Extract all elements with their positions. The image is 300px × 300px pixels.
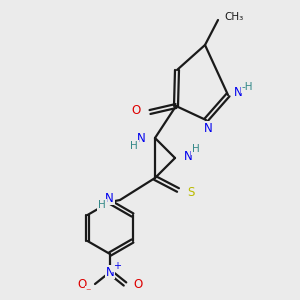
Text: +: + bbox=[113, 261, 121, 271]
Text: H: H bbox=[98, 200, 106, 210]
Text: H: H bbox=[130, 141, 138, 151]
Text: S: S bbox=[187, 185, 194, 199]
Text: -H: -H bbox=[242, 82, 254, 92]
Text: H: H bbox=[192, 144, 200, 154]
Text: N: N bbox=[234, 86, 243, 100]
Text: O: O bbox=[78, 278, 87, 292]
Text: CH₃: CH₃ bbox=[224, 12, 243, 22]
Text: O: O bbox=[132, 104, 141, 118]
Text: ⁻: ⁻ bbox=[85, 287, 91, 297]
Text: N: N bbox=[106, 266, 114, 278]
Text: O: O bbox=[133, 278, 142, 292]
Text: N: N bbox=[204, 122, 212, 134]
Text: N: N bbox=[137, 133, 146, 146]
Text: N: N bbox=[184, 149, 193, 163]
Text: N: N bbox=[105, 191, 114, 205]
